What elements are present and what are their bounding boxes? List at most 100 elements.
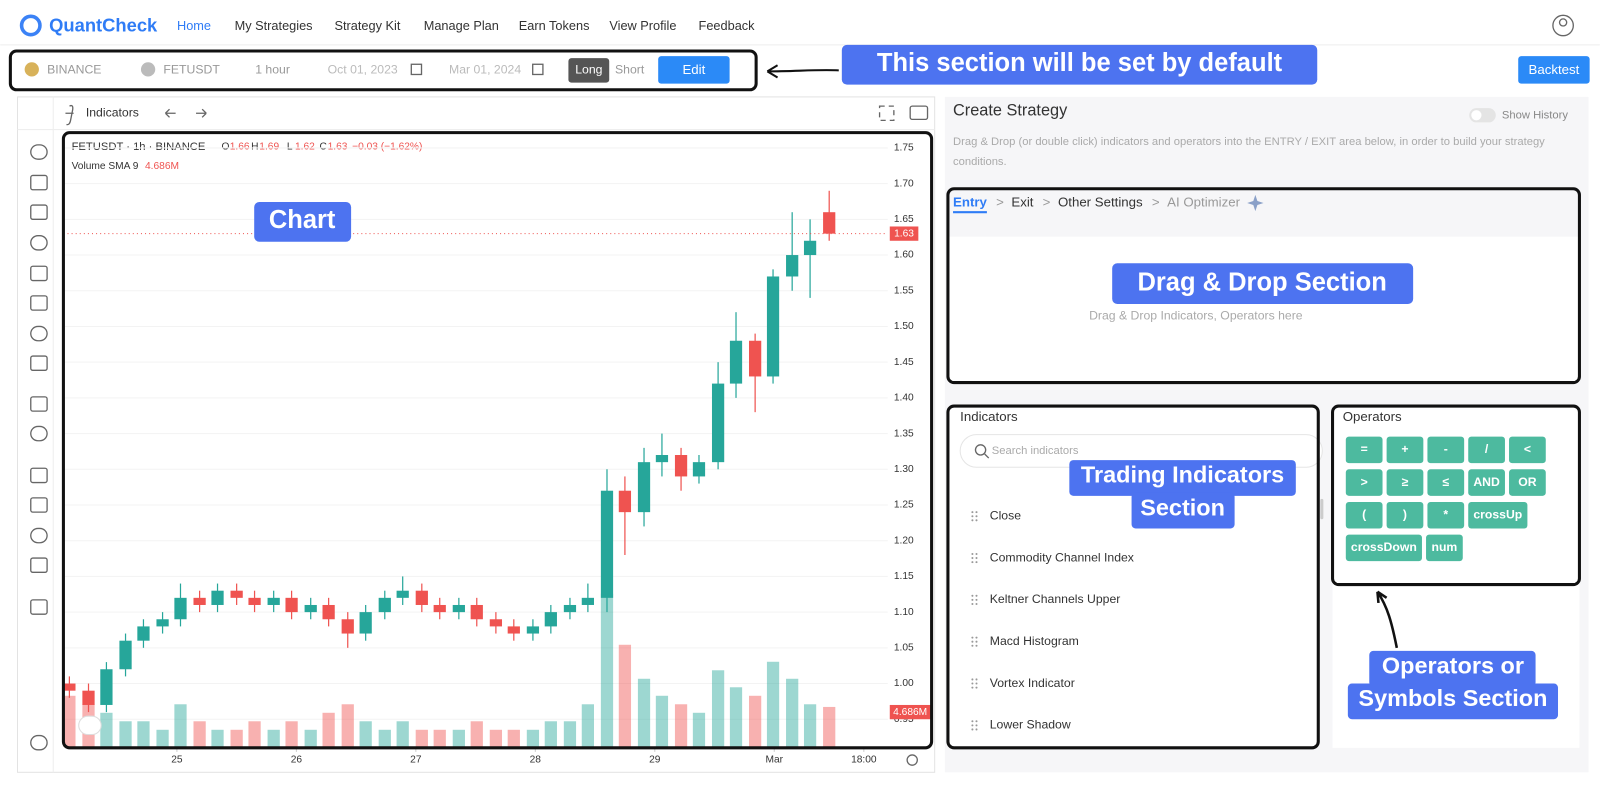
operator-bg[interactable] <box>1345 534 1422 562</box>
operator-bg[interactable] <box>1345 501 1383 529</box>
operator-bg[interactable] <box>1345 436 1383 464</box>
nav-item[interactable]: Earn Tokens <box>519 18 590 33</box>
operator-bg[interactable] <box>1426 534 1463 562</box>
operator-bg[interactable] <box>1386 436 1424 464</box>
tab[interactable]: Other Settings <box>1058 195 1143 210</box>
fullscreen-icon[interactable] <box>878 105 895 122</box>
operator-button[interactable]: ( <box>1345 501 1383 529</box>
undo-redo-icons[interactable] <box>164 108 207 118</box>
indicator-item[interactable]: Lower Shadow <box>990 718 1071 732</box>
long-button[interactable]: Long <box>575 63 602 77</box>
nav-item[interactable]: Feedback <box>699 18 756 33</box>
end-date[interactable]: Mar 01, 2024 <box>449 63 521 77</box>
long-button-bg[interactable] <box>568 58 610 83</box>
operator-bg[interactable] <box>1386 469 1424 496</box>
drawing-tool[interactable] <box>30 425 48 442</box>
drawing-tool[interactable] <box>30 396 48 412</box>
drawing-tool[interactable] <box>30 235 48 251</box>
operator-bg[interactable] <box>1427 469 1465 496</box>
calendar-icon[interactable] <box>532 63 544 76</box>
operator-button[interactable]: * <box>1427 501 1465 529</box>
tab[interactable]: Exit <box>1011 195 1033 210</box>
backtest-button-bg[interactable] <box>1518 56 1590 84</box>
operator-label[interactable]: OR <box>1518 475 1537 489</box>
drawing-tool[interactable] <box>30 174 48 191</box>
logo[interactable]: QuantCheck <box>49 14 158 35</box>
drawing-tool[interactable] <box>30 265 48 282</box>
operator-bg[interactable] <box>1509 469 1546 496</box>
operator-button[interactable]: < <box>1509 436 1546 464</box>
operator-label[interactable]: + <box>1401 442 1408 456</box>
camera-icon[interactable] <box>909 105 929 121</box>
operator-label[interactable]: ≤ <box>1442 475 1449 489</box>
drawing-tool[interactable] <box>30 467 48 484</box>
drawing-tool[interactable] <box>30 497 48 513</box>
short-button[interactable]: Short <box>615 63 645 77</box>
operator-button[interactable]: OR <box>1509 469 1546 496</box>
operator-bg[interactable] <box>1468 501 1528 529</box>
operator-button[interactable]: / <box>1468 436 1505 464</box>
drawing-tool[interactable] <box>30 144 48 160</box>
operator-button[interactable]: > <box>1345 469 1383 496</box>
nav-item[interactable]: Strategy Kit <box>334 18 400 33</box>
indicator-item[interactable]: Vortex Indicator <box>990 676 1075 690</box>
exchange-select[interactable]: BINANCE <box>47 63 101 77</box>
operator-bg[interactable] <box>1509 436 1546 464</box>
indicator-item[interactable]: Keltner Channels Upper <box>990 592 1121 606</box>
operator-button[interactable]: - <box>1427 436 1465 464</box>
drawing-tool[interactable] <box>30 557 48 573</box>
operator-button[interactable]: crossUp <box>1468 501 1528 529</box>
nav-item[interactable]: Manage Plan <box>424 18 499 33</box>
operator-label[interactable]: crossUp <box>1473 507 1522 521</box>
operator-label[interactable]: ≥ <box>1402 475 1409 489</box>
operator-label[interactable]: AND <box>1473 475 1500 489</box>
nav-item[interactable]: View Profile <box>609 18 676 33</box>
calendar-icon[interactable] <box>410 63 423 76</box>
nav-item[interactable]: Home <box>177 18 211 33</box>
drawing-tool[interactable] <box>30 325 48 342</box>
start-date[interactable]: Oct 01, 2023 <box>328 63 398 77</box>
indicator-item[interactable]: Commodity Channel Index <box>990 550 1134 564</box>
operator-label[interactable]: < <box>1524 442 1531 456</box>
drop-area[interactable] <box>947 236 1580 383</box>
operator-label[interactable]: ( <box>1362 507 1367 521</box>
settings-icon[interactable] <box>906 754 918 766</box>
indicator-item[interactable]: Macd Histogram <box>990 634 1079 648</box>
operator-label[interactable]: > <box>1361 475 1368 489</box>
nav-item[interactable]: My Strategies <box>235 18 313 33</box>
operator-bg[interactable] <box>1386 501 1424 529</box>
operator-button[interactable]: num <box>1426 534 1463 562</box>
operator-bg[interactable] <box>1427 436 1465 464</box>
operator-button[interactable]: + <box>1386 436 1424 464</box>
drawing-tool[interactable] <box>30 204 48 221</box>
indicator-item[interactable]: Close <box>990 508 1021 522</box>
operator-label[interactable]: - <box>1444 442 1448 456</box>
show-history[interactable]: Show History <box>1502 109 1568 121</box>
indicators-button[interactable]: Indicators <box>86 105 139 119</box>
operator-label[interactable]: / <box>1485 442 1489 456</box>
drawing-tool[interactable] <box>30 599 48 615</box>
profile-icon[interactable] <box>1552 14 1574 37</box>
operator-button[interactable]: ≤ <box>1427 469 1465 496</box>
search-placeholder[interactable]: Search indicators <box>992 445 1079 457</box>
interval-select[interactable]: 1 hour <box>255 63 290 77</box>
drawing-tool[interactable] <box>30 355 48 371</box>
symbol-select[interactable]: FETUSDT <box>163 63 220 77</box>
operator-button[interactable]: crossDown <box>1345 534 1422 562</box>
operator-button[interactable]: ) <box>1386 501 1424 529</box>
operator-label[interactable]: = <box>1361 442 1368 456</box>
operator-label[interactable]: num <box>1431 540 1457 554</box>
tab[interactable]: AI Optimizer <box>1167 195 1240 210</box>
drawing-tool[interactable] <box>30 527 48 544</box>
operator-button[interactable]: ≥ <box>1386 469 1424 496</box>
drawing-tool[interactable] <box>30 295 48 311</box>
tab[interactable]: Entry <box>953 195 988 210</box>
backtest-button[interactable]: Backtest <box>1529 62 1580 77</box>
operator-bg[interactable] <box>1468 469 1505 496</box>
operator-bg[interactable] <box>1468 436 1505 464</box>
operator-label[interactable]: * <box>1443 507 1448 521</box>
drawing-tool[interactable] <box>30 734 48 751</box>
edit-button[interactable]: Edit <box>682 62 705 77</box>
operator-label[interactable]: ) <box>1403 507 1407 521</box>
operator-button[interactable]: AND <box>1468 469 1505 496</box>
